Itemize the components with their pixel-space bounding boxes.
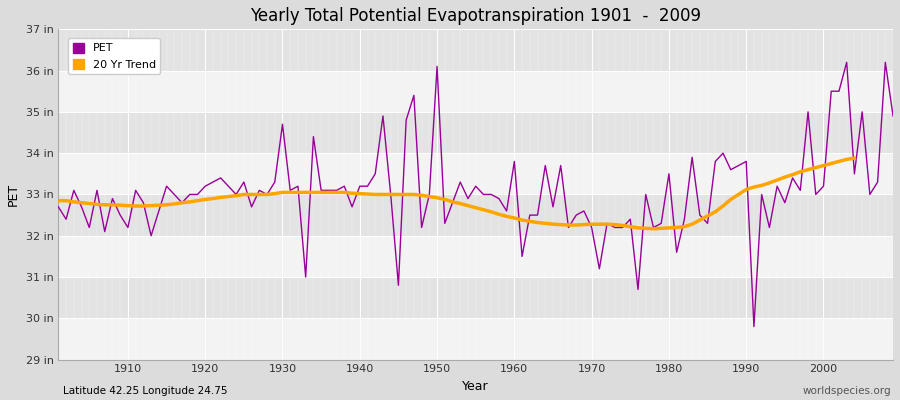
Y-axis label: PET: PET [7,183,20,206]
Bar [58,236,893,277]
Bar [58,29,893,70]
Text: worldspecies.org: worldspecies.org [803,386,891,396]
Bar [58,194,893,236]
Text: Latitude 42.25 Longitude 24.75: Latitude 42.25 Longitude 24.75 [63,386,228,396]
Bar [58,153,893,194]
Bar [58,318,893,360]
Title: Yearly Total Potential Evapotranspiration 1901  -  2009: Yearly Total Potential Evapotranspiratio… [250,7,701,25]
Legend: PET, 20 Yr Trend: PET, 20 Yr Trend [68,38,160,74]
Bar [58,112,893,153]
X-axis label: Year: Year [463,380,489,393]
Bar [58,277,893,318]
Bar [58,70,893,112]
